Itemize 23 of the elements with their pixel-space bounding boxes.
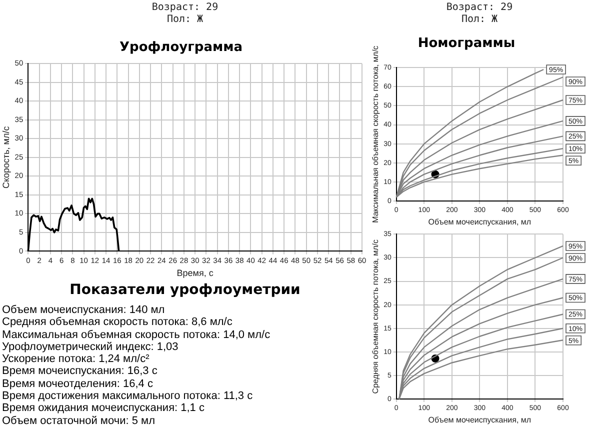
text: Средняя объемная скорость потока: 8,6 мл/с xyxy=(1,316,234,329)
text: Урофлоуметрический индекс: 1,03 xyxy=(1,340,180,354)
x-axis-title: Время, с xyxy=(176,268,214,278)
text: Ускорение потока: 1,24 мл/с² xyxy=(1,353,150,366)
chart-title: Номограммы xyxy=(418,36,516,52)
y-axis-title: Скорость, мл/с xyxy=(0,126,11,189)
text: Максимальная объемная скорость потока: 14,0 мл/с xyxy=(1,328,272,341)
text: Время мочеиспускания: 16,3 с xyxy=(1,365,158,378)
text: Возраст: 29 xyxy=(150,2,220,14)
text: Объем остаточной мочи: 5 мл xyxy=(1,414,156,427)
y-axis-title: Максимальная объемная скорость потока, мл/с xyxy=(371,46,380,223)
chart-title: Урофлоуграмма xyxy=(120,40,242,56)
text: Время ожидания мочеиспускания: 1,1 с xyxy=(1,402,206,415)
text: Объем мочеиспускания: 140 мл xyxy=(1,304,166,316)
text: Показатели урофлоуметрии xyxy=(68,282,302,298)
text: Пол: Ж xyxy=(166,14,204,26)
x-axis-title: Объем мочеиспускания, мл xyxy=(428,415,532,424)
text: Время мочеотделения: 16,4 с xyxy=(1,378,154,390)
x-axis-title: Объем мочеиспускания, мл xyxy=(428,217,532,226)
text: Возраст: 29 xyxy=(445,2,514,14)
y-axis-title: Средняя объемная скорость потока, мл/с xyxy=(371,240,380,394)
text: Время достижения максимального потока: 11,3 с xyxy=(1,390,254,402)
text: Пол: Ж xyxy=(460,14,499,26)
